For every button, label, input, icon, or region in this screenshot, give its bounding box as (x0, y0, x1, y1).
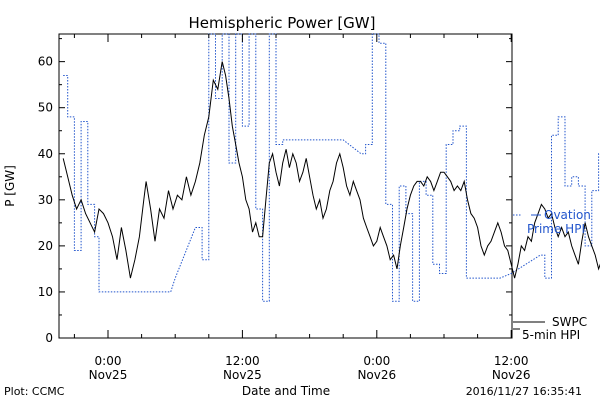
plot-axes (58, 33, 513, 339)
x-tick-time-1: 12:00 (225, 354, 260, 368)
x-axis-label: Date and Time (242, 384, 330, 398)
x-tick-time-3: 12:00 (494, 354, 529, 368)
swpc-line (62, 61, 600, 279)
x-tick-time-2: 0:00 (363, 354, 390, 368)
footer-right: 2016/11/27 16:35:41 (466, 385, 582, 398)
y-tick-label-60: 60 (38, 55, 53, 69)
axis-ticks: 01020304050600:00Nov2512:00Nov250:00Nov2… (38, 34, 531, 382)
y-tick-label-40: 40 (38, 147, 53, 161)
y-tick-label-50: 50 (38, 101, 53, 115)
ovation-prime-line (63, 33, 600, 302)
y-tick-label-10: 10 (38, 285, 53, 299)
swpc-legend-label-1: SWPC (552, 315, 587, 329)
footer-left: Plot: CCMC (4, 385, 65, 398)
swpc-series (62, 61, 600, 279)
x-tick-date-3: Nov26 (492, 368, 531, 382)
ovation-legend-label-1: Ovation (544, 208, 591, 222)
x-tick-date-2: Nov26 (357, 368, 396, 382)
swpc-legend-label-2: 5-min HPI (522, 328, 580, 342)
ovation-legend-label-2: Prime HPI (527, 222, 585, 236)
y-tick-label-20: 20 (38, 239, 53, 253)
y-axis-label: P [GW] (3, 165, 17, 207)
y-tick-label-0: 0 (45, 331, 53, 345)
x-tick-date-1: Nov25 (223, 368, 262, 382)
chart-title: Hemispheric Power [GW] (189, 14, 376, 32)
x-tick-time-0: 0:00 (95, 354, 122, 368)
y-tick-label-30: 30 (38, 193, 53, 207)
plot-frame (58, 33, 513, 339)
ovation-prime-series (63, 33, 600, 302)
x-tick-date-0: Nov25 (89, 368, 128, 382)
